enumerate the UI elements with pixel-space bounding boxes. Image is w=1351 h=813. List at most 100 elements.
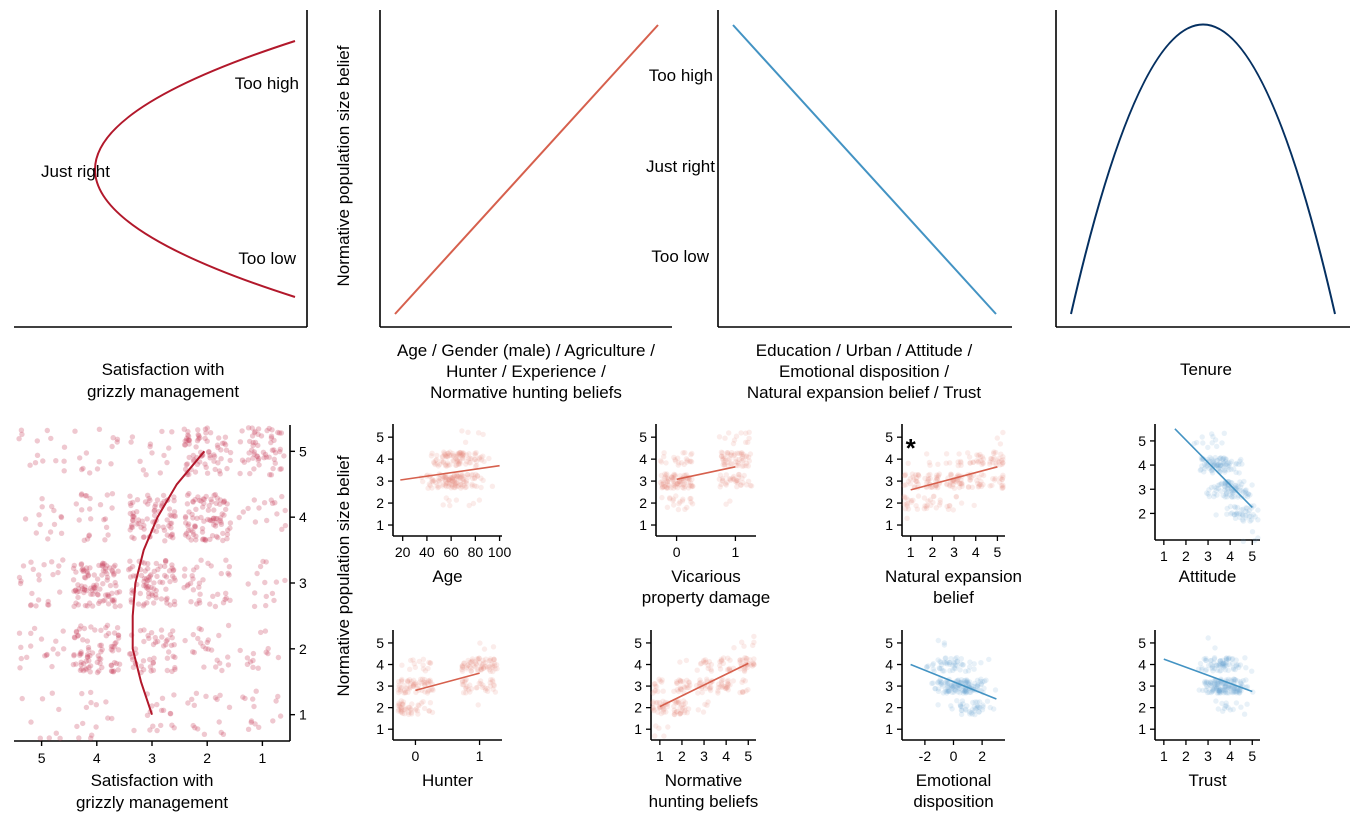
data-point [151,600,157,606]
data-point [1209,681,1216,687]
data-point [185,433,192,439]
data-point [963,680,969,687]
data-point [734,478,740,484]
data-point [433,457,439,464]
data-point [148,572,154,578]
data-point [412,664,418,671]
data-point [84,568,90,574]
data-point [413,681,419,688]
data-point [975,682,981,688]
data-point [1000,474,1006,480]
data-point [211,492,217,498]
data-point [717,666,724,672]
data-point [452,455,459,461]
data-point [1232,677,1239,683]
data-point [1209,440,1215,446]
data-point [198,498,204,504]
data-point [976,483,982,489]
data-point [218,519,224,525]
data-point [740,453,746,460]
y-axis-label: Normative population size belief [334,455,353,696]
data-point [99,664,105,671]
data-point [1219,456,1226,462]
data-point [454,473,460,479]
data-point [445,480,451,486]
data-point [159,500,165,507]
data-point [490,686,496,692]
data-point [1216,690,1223,696]
data-point [745,463,751,469]
data-point [986,656,992,663]
data-point [16,436,22,442]
data-point [991,454,997,461]
data-point [726,665,733,672]
data-point [739,458,745,464]
fit-line [1163,658,1253,693]
data-point [743,655,749,662]
data-point [925,478,931,485]
data-point [109,715,115,722]
data-point [37,521,43,528]
data-point [935,461,941,467]
y-tick-label: 3 [376,473,384,489]
data-point [948,703,954,709]
data-point [745,454,752,460]
data-point [708,684,714,690]
data-point [671,711,678,718]
data-point [951,683,957,689]
data-point [169,668,175,675]
data-point [398,708,404,714]
data-point [215,460,221,466]
data-point [225,527,231,533]
data-point [905,506,912,512]
data-point [1225,486,1231,492]
data-point [1230,689,1237,695]
data-point [271,437,277,443]
data-point [145,561,151,567]
data-point [683,456,690,462]
data-point [210,593,216,599]
annotation-just-right: Just right [41,162,110,181]
data-point [663,709,669,715]
data-point [459,473,465,480]
data-point [102,597,108,603]
data-point [252,439,259,446]
data-point [430,478,436,484]
data-point [924,479,930,486]
data-point [489,483,496,489]
data-point [79,567,85,573]
data-point [70,577,77,583]
data-point [1211,656,1218,662]
data-point [1212,454,1219,461]
y-tick-label: 2 [885,495,893,511]
data-point [202,426,209,432]
data-point [677,710,684,717]
data-point [1220,492,1226,499]
data-point [687,496,693,502]
data-point [88,699,94,706]
data-point [664,484,670,491]
y-tick-label: 2 [634,700,642,716]
data-point [205,646,211,652]
data-point [688,495,694,502]
data-point [167,533,174,540]
data-point [252,428,258,435]
data-point [398,685,405,691]
data-point [1206,465,1213,471]
data-point [128,524,135,530]
data-point [1220,464,1227,470]
data-point [129,590,135,596]
data-point [1000,459,1006,466]
data-point [688,458,694,464]
data-point [443,483,450,490]
data-point [1213,662,1220,668]
data-point [79,466,85,473]
data-point [716,434,723,440]
data-point [144,712,151,718]
data-point [721,462,728,468]
data-point [265,650,271,657]
data-point [1208,680,1214,686]
data-point [398,678,404,684]
data-point [1216,465,1222,471]
data-point [945,688,951,695]
